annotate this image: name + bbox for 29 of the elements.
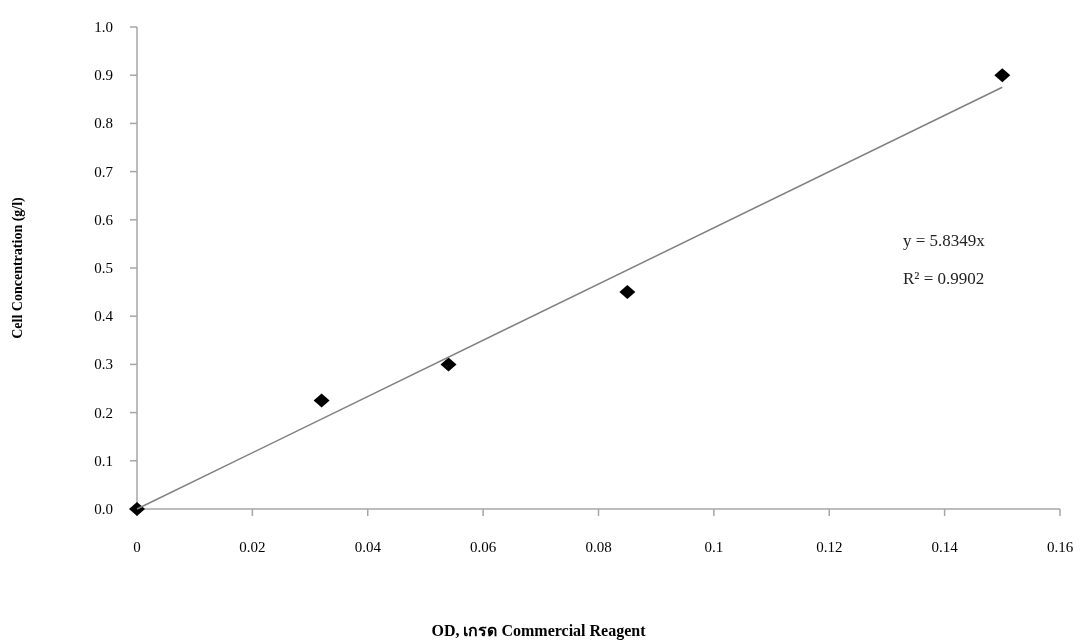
y-tick-label: 0.5 — [94, 260, 113, 276]
x-tick-label: 0 — [133, 539, 141, 555]
y-tick-label: 0.2 — [94, 404, 113, 421]
x-tick-label: 0.08 — [585, 539, 612, 555]
y-tick-label: 0.7 — [94, 163, 114, 180]
y-tick-label: 0.6 — [94, 211, 114, 228]
y-tick-label: 0.0 — [94, 501, 113, 517]
annotation: y = 5.8349x — [903, 231, 986, 250]
x-axis-title: OD, เกรด Commercial Reagent — [431, 622, 647, 640]
y-tick-label: 0.8 — [94, 115, 113, 132]
y-tick-label: 0.1 — [94, 452, 113, 469]
x-tick-label: 0.14 — [931, 539, 959, 555]
x-tick-label: 0.1 — [704, 539, 724, 555]
annotation: R² = 0.9902 — [903, 269, 985, 288]
x-tick-label: 0.16 — [1046, 539, 1074, 555]
y-tick-label: 1.0 — [94, 19, 113, 35]
y-tick-label: 0.3 — [94, 356, 113, 373]
point — [994, 68, 1011, 83]
point — [440, 357, 457, 372]
point — [313, 393, 330, 408]
x-tick-label: 0.02 — [239, 539, 266, 555]
x-tick-label: 0.04 — [354, 539, 382, 555]
point — [619, 285, 636, 300]
y-axis-title: Cell Concentration (g/l) — [10, 196, 26, 339]
y-tick-label: 0.9 — [94, 67, 113, 84]
point — [129, 502, 145, 516]
x-tick-label: 0.06 — [470, 539, 497, 555]
x-tick-label: 0.12 — [816, 539, 843, 555]
y-tick-label: 0.4 — [94, 308, 114, 325]
